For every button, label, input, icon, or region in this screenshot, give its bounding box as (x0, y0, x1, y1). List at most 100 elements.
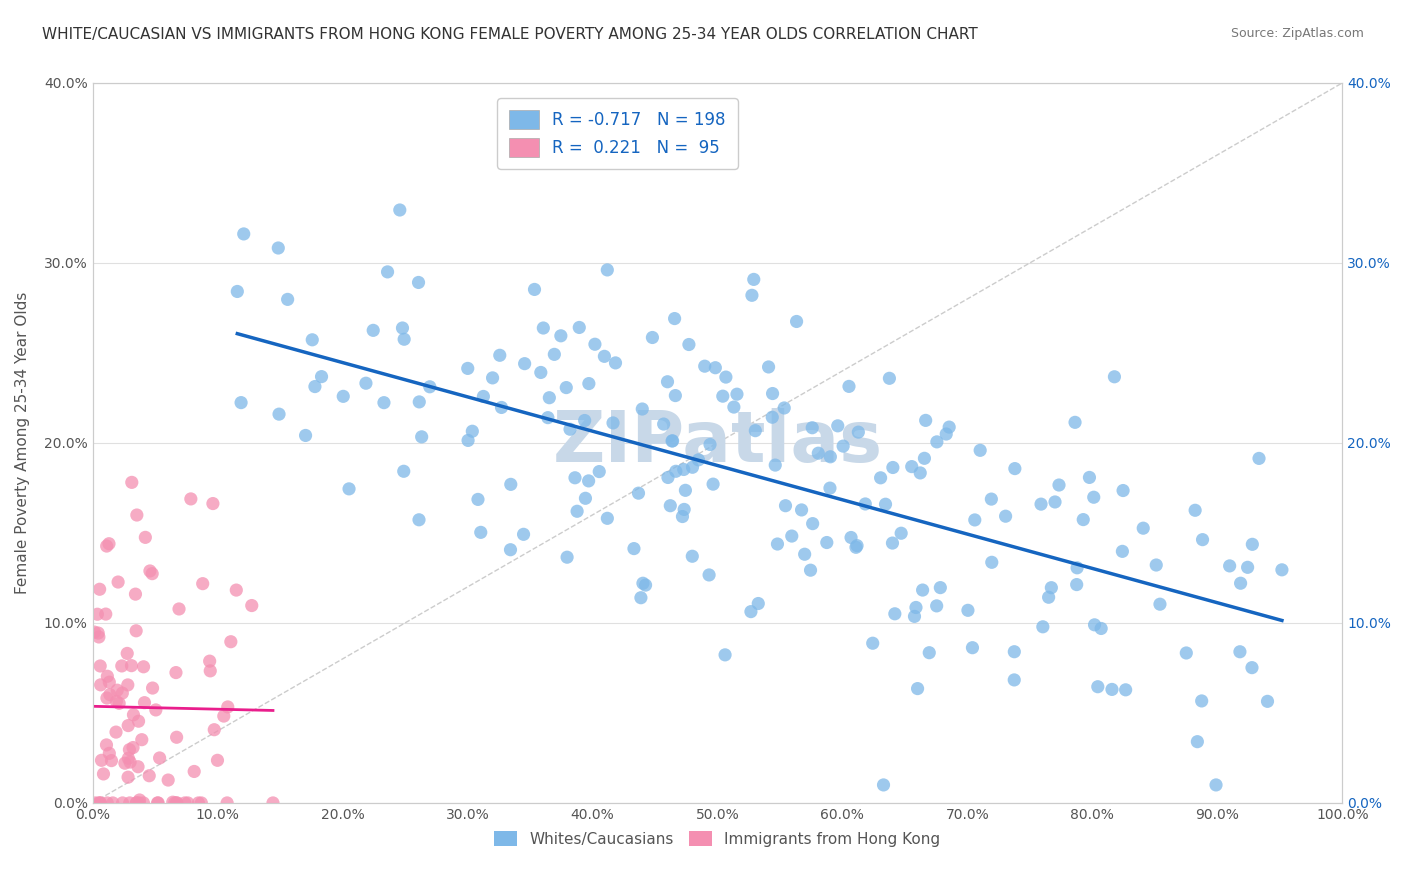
Whites/Caucasians (907, 681, 929, 696)
Immigrants from Hong Kong (96, 796, 118, 810)
Whites/Caucasians (699, 437, 721, 451)
Immigrants from Hong Kong (212, 709, 235, 723)
Whites/Caucasians (807, 446, 830, 460)
Immigrants from Hong Kong (166, 796, 188, 810)
Immigrants from Hong Kong (134, 696, 156, 710)
Immigrants from Hong Kong (122, 707, 145, 722)
Immigrants from Hong Kong (125, 508, 148, 522)
Legend: Whites/Caucasians, Immigrants from Hong Kong: Whites/Caucasians, Immigrants from Hong … (488, 825, 946, 853)
Text: WHITE/CAUCASIAN VS IMMIGRANTS FROM HONG KONG FEMALE POVERTY AMONG 25-34 YEAR OLD: WHITE/CAUCASIAN VS IMMIGRANTS FROM HONG … (42, 27, 979, 42)
Whites/Caucasians (631, 402, 654, 417)
Whites/Caucasians (938, 420, 960, 434)
Whites/Caucasians (1066, 577, 1088, 591)
Whites/Caucasians (773, 401, 796, 415)
Whites/Caucasians (588, 465, 610, 479)
Whites/Caucasians (311, 369, 333, 384)
Whites/Caucasians (488, 348, 510, 362)
Whites/Caucasians (747, 597, 769, 611)
Whites/Caucasians (301, 333, 323, 347)
Immigrants from Hong Kong (90, 678, 112, 692)
Immigrants from Hong Kong (190, 796, 212, 810)
Immigrants from Hong Kong (117, 770, 139, 784)
Immigrants from Hong Kong (86, 607, 108, 622)
Immigrants from Hong Kong (124, 587, 146, 601)
Immigrants from Hong Kong (166, 731, 188, 745)
Whites/Caucasians (267, 407, 290, 421)
Immigrants from Hong Kong (101, 796, 124, 810)
Whites/Caucasians (627, 486, 650, 500)
Whites/Caucasians (963, 513, 986, 527)
Whites/Caucasians (879, 371, 901, 385)
Immigrants from Hong Kong (177, 796, 200, 810)
Whites/Caucasians (682, 460, 704, 475)
Whites/Caucasians (661, 434, 683, 448)
Whites/Caucasians (1083, 617, 1105, 632)
Whites/Caucasians (786, 314, 808, 328)
Whites/Caucasians (470, 525, 492, 540)
Whites/Caucasians (763, 458, 786, 472)
Whites/Caucasians (1078, 470, 1101, 484)
Whites/Caucasians (229, 395, 252, 409)
Whites/Caucasians (883, 607, 905, 621)
Immigrants from Hong Kong (107, 575, 129, 590)
Immigrants from Hong Kong (125, 796, 148, 810)
Immigrants from Hong Kong (87, 630, 110, 644)
Whites/Caucasians (602, 416, 624, 430)
Immigrants from Hong Kong (105, 683, 128, 698)
Whites/Caucasians (388, 202, 411, 217)
Immigrants from Hong Kong (122, 740, 145, 755)
Whites/Caucasians (267, 241, 290, 255)
Whites/Caucasians (550, 328, 572, 343)
Immigrants from Hong Kong (121, 475, 143, 490)
Immigrants from Hong Kong (142, 681, 165, 695)
Immigrants from Hong Kong (83, 625, 105, 640)
Whites/Caucasians (862, 636, 884, 650)
Whites/Caucasians (1229, 576, 1251, 591)
Whites/Caucasians (827, 418, 849, 433)
Whites/Caucasians (391, 321, 413, 335)
Whites/Caucasians (472, 389, 495, 403)
Whites/Caucasians (373, 395, 395, 409)
Immigrants from Hong Kong (217, 796, 239, 810)
Whites/Caucasians (1066, 561, 1088, 575)
Whites/Caucasians (1191, 533, 1213, 547)
Whites/Caucasians (392, 464, 415, 478)
Immigrants from Hong Kong (100, 754, 122, 768)
Whites/Caucasians (872, 778, 894, 792)
Whites/Caucasians (1101, 682, 1123, 697)
Immigrants from Hong Kong (98, 747, 121, 761)
Immigrants from Hong Kong (165, 665, 187, 680)
Immigrants from Hong Kong (217, 700, 239, 714)
Immigrants from Hong Kong (146, 796, 169, 810)
Whites/Caucasians (634, 578, 657, 592)
Text: Source: ZipAtlas.com: Source: ZipAtlas.com (1230, 27, 1364, 40)
Immigrants from Hong Kong (105, 725, 128, 739)
Whites/Caucasians (1236, 560, 1258, 574)
Whites/Caucasians (277, 293, 299, 307)
Immigrants from Hong Kong (131, 732, 153, 747)
Immigrants from Hong Kong (111, 659, 134, 673)
Immigrants from Hong Kong (89, 796, 111, 810)
Immigrants from Hong Kong (207, 753, 229, 767)
Whites/Caucasians (665, 464, 688, 478)
Whites/Caucasians (1115, 682, 1137, 697)
Whites/Caucasians (411, 430, 433, 444)
Whites/Caucasians (1047, 478, 1070, 492)
Y-axis label: Female Poverty Among 25-34 Year Olds: Female Poverty Among 25-34 Year Olds (15, 292, 30, 594)
Immigrants from Hong Kong (134, 530, 156, 544)
Immigrants from Hong Kong (117, 678, 139, 692)
Whites/Caucasians (935, 427, 957, 442)
Whites/Caucasians (702, 477, 724, 491)
Immigrants from Hong Kong (183, 764, 205, 779)
Whites/Caucasians (392, 332, 415, 346)
Whites/Caucasians (801, 421, 824, 435)
Whites/Caucasians (723, 400, 745, 414)
Immigrants from Hong Kong (89, 659, 111, 673)
Whites/Caucasians (555, 381, 578, 395)
Whites/Caucasians (704, 360, 727, 375)
Whites/Caucasians (583, 337, 606, 351)
Immigrants from Hong Kong (117, 751, 139, 765)
Whites/Caucasians (659, 499, 682, 513)
Whites/Caucasians (673, 502, 696, 516)
Whites/Caucasians (1240, 660, 1263, 674)
